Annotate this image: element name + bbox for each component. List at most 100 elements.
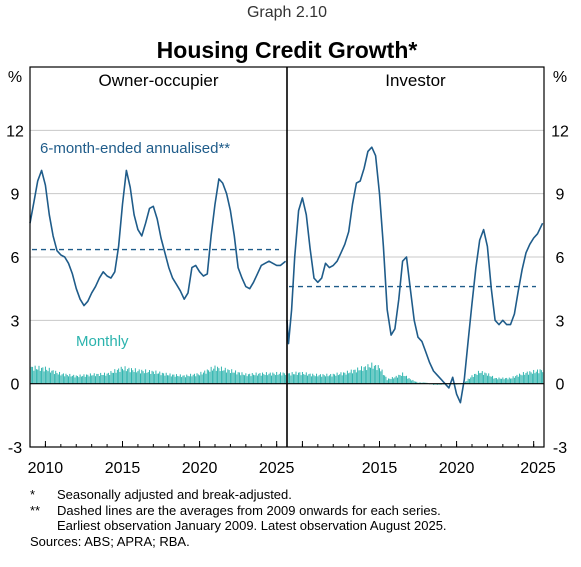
chart-title: Housing Credit Growth* <box>157 37 418 63</box>
monthly-bar <box>530 372 532 384</box>
monthly-bar <box>213 368 215 384</box>
monthly-bar <box>114 369 116 384</box>
monthly-bar <box>41 367 43 384</box>
monthly-bar <box>218 368 220 384</box>
monthly-bar <box>289 373 291 384</box>
monthly-bar <box>119 371 121 384</box>
x-tick-label: 2015 <box>362 460 398 477</box>
monthly-bar <box>512 376 514 384</box>
monthly-bar <box>101 374 103 384</box>
monthly-bar <box>305 372 307 384</box>
monthly-bar <box>227 369 229 384</box>
axis-labels: -3 -3 0 0 3 3 6 6 9 9 12 12% % Owner-occupier Investor… <box>6 69 569 477</box>
monthly-bar <box>477 370 479 384</box>
monthly-bar <box>245 373 247 384</box>
monthly-bar <box>124 366 126 384</box>
monthly-bar <box>50 372 52 384</box>
monthly-bar <box>102 375 104 384</box>
monthly-bar <box>470 377 472 384</box>
monthly-bar <box>65 373 67 384</box>
y-unit-label-left: % <box>8 69 22 86</box>
monthly-bar <box>268 373 270 384</box>
monthly-bar <box>125 371 127 384</box>
monthly-bar <box>318 375 320 384</box>
monthly-bar <box>97 373 99 384</box>
monthly-bar <box>254 375 256 384</box>
monthly-bar <box>219 371 221 384</box>
monthly-bar <box>165 372 167 384</box>
series-line <box>29 169 287 307</box>
monthly-bar <box>70 376 72 384</box>
monthly-bar <box>195 376 197 384</box>
y-tick-label-right: 9 <box>556 187 565 204</box>
monthly-bar <box>294 374 296 384</box>
monthly-bar <box>422 382 424 384</box>
monthly-bar <box>265 372 267 384</box>
monthly-bar <box>515 376 517 384</box>
monthly-bar <box>403 375 405 384</box>
monthly-bar <box>317 376 319 384</box>
y-tick-label-right: 3 <box>556 313 565 330</box>
monthly-bar <box>204 370 206 384</box>
monthly-bar <box>382 375 384 384</box>
monthly-bar <box>432 383 434 385</box>
monthly-bar <box>163 373 165 384</box>
monthly-bar <box>312 373 314 384</box>
monthly-bar <box>386 380 388 384</box>
monthly-bar <box>316 373 318 384</box>
monthly-bar <box>388 378 389 384</box>
monthly-bar <box>348 373 350 384</box>
monthly-bar <box>182 375 184 384</box>
monthly-bar <box>485 373 487 384</box>
monthly-bar <box>93 373 95 384</box>
monthly-bar <box>169 373 171 384</box>
monthly-bar <box>131 368 132 384</box>
monthly-bar <box>62 373 64 384</box>
monthly-bar <box>69 373 71 384</box>
monthly-bar <box>66 375 68 384</box>
monthly-bar <box>287 373 289 384</box>
monthly-bar <box>82 375 84 384</box>
monthly-bar <box>416 381 418 384</box>
monthly-bar <box>349 372 351 384</box>
monthly-bar <box>366 370 368 384</box>
monthly-bar <box>211 370 213 384</box>
monthly-bar <box>178 376 180 384</box>
monthly-bar <box>226 372 228 384</box>
monthly-bar <box>197 374 199 384</box>
monthly-bar <box>363 367 365 384</box>
monthly-bar <box>232 372 234 384</box>
monthly-bar <box>524 374 526 384</box>
monthly-bar <box>262 372 264 384</box>
monthly-bar <box>526 371 528 384</box>
monthly-bar <box>224 367 226 384</box>
panel-title: Investor <box>385 71 446 90</box>
monthly-bar <box>105 375 107 384</box>
monthly-bar <box>517 376 519 384</box>
monthly-bar <box>161 372 163 384</box>
x-tick-label: 2010 <box>28 460 64 477</box>
monthly-bar <box>187 375 189 384</box>
monthly-bar <box>483 374 485 384</box>
x-tick-label: 2015 <box>105 460 141 477</box>
monthly-bar <box>215 370 217 384</box>
annualised-series-label: 6-month-ended annualised** <box>40 140 230 157</box>
monthly-bar <box>295 371 297 384</box>
monthly-bar <box>98 376 100 384</box>
monthly-bar <box>146 372 148 384</box>
monthly-bar <box>539 369 541 384</box>
monthly-bar <box>113 372 114 384</box>
monthly-bar <box>398 374 400 384</box>
monthly-bar <box>192 374 194 384</box>
monthly-bar <box>191 376 193 384</box>
monthly-bar <box>233 372 235 384</box>
monthly-bar <box>71 375 73 384</box>
monthly-bar <box>199 375 201 384</box>
monthly-bar <box>92 375 94 384</box>
monthly-bar <box>172 374 174 384</box>
monthly-bar <box>497 379 499 384</box>
monthly-bar <box>156 373 158 384</box>
monthly-bar <box>290 375 292 384</box>
y-unit-label-right: % <box>553 69 567 86</box>
monthly-bar <box>376 370 378 384</box>
